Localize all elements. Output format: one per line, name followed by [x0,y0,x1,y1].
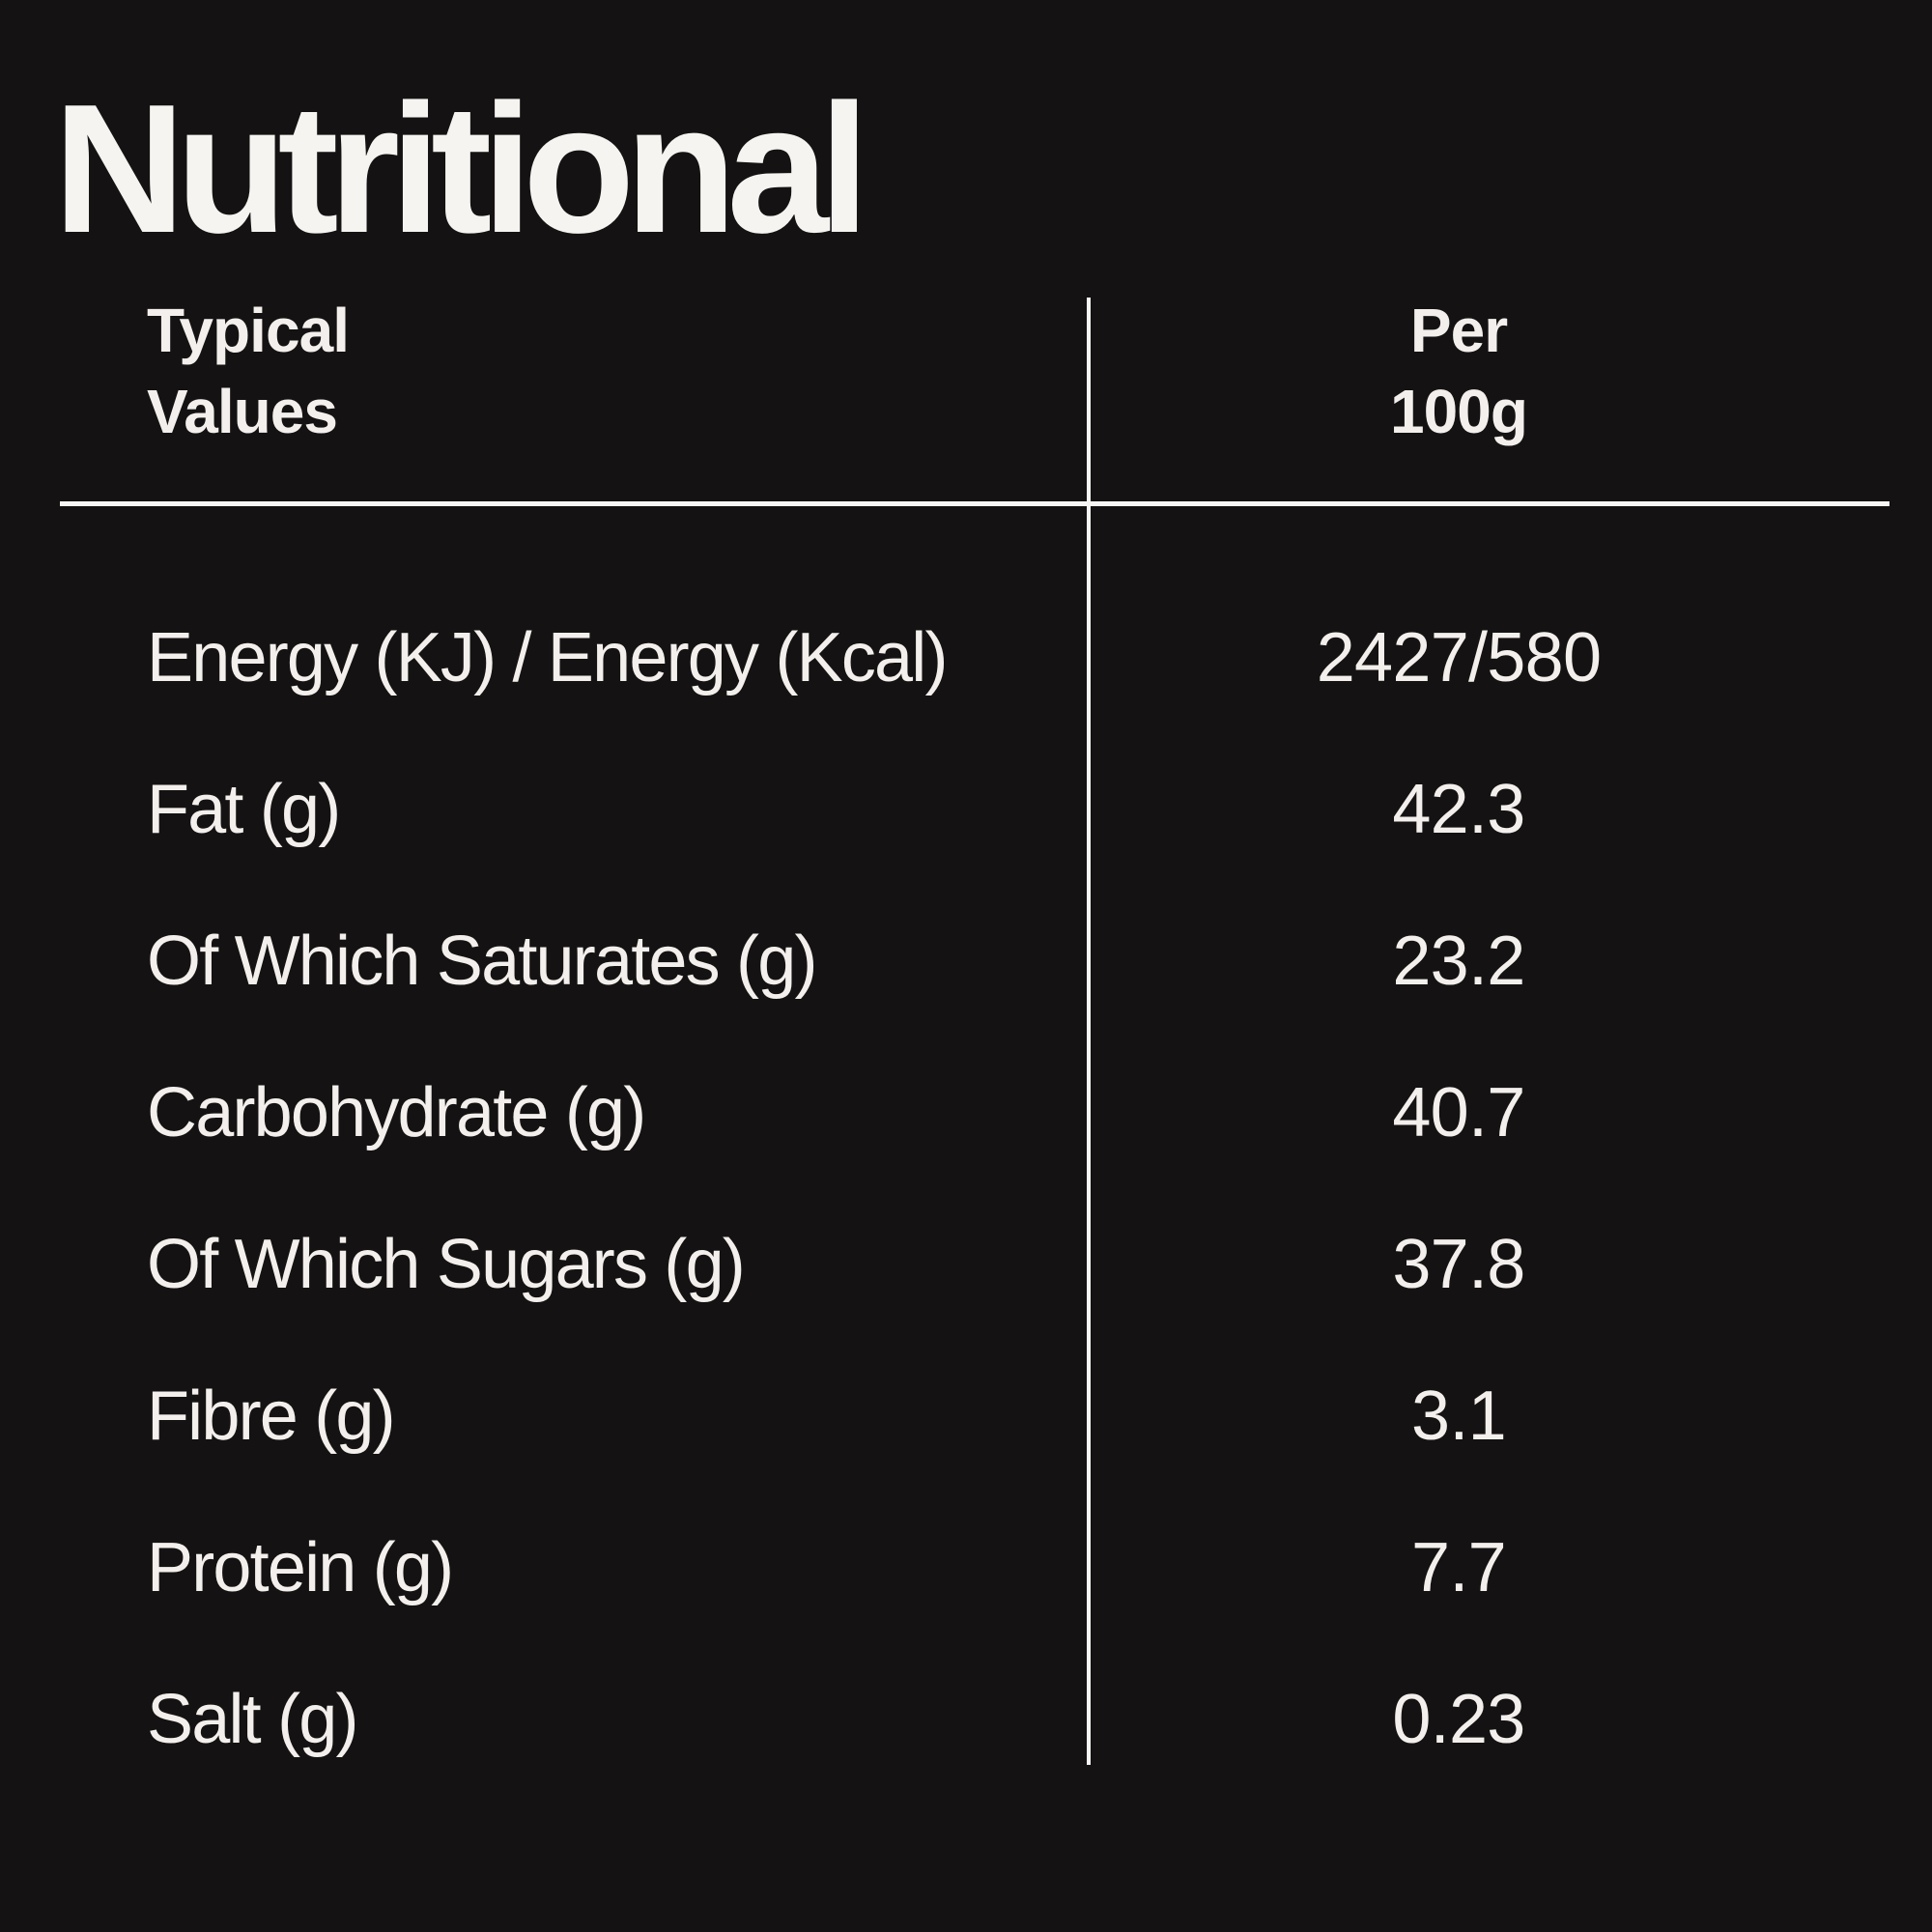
column-divider-line [1087,298,1091,1765]
row-value: 42.3 [1392,771,1525,848]
row-value: 23.2 [1392,923,1525,1000]
row-label: Fat (g) [147,771,341,848]
row-value: 0.23 [1392,1681,1525,1758]
header-divider-line [60,501,1889,506]
table-row: Fat (g) 42.3 [0,775,1932,926]
row-value: 40.7 [1392,1074,1525,1151]
row-label: Fibre (g) [147,1378,396,1455]
column-header-typical-values: Typical Values [147,296,350,446]
nutrition-table: Energy (KJ) / Energy (Kcal) 2427/580 Fat… [0,623,1932,1836]
table-row: Protein (g) 7.7 [0,1533,1932,1685]
row-label: Of Which Sugars (g) [147,1226,746,1303]
table-row: Salt (g) 0.23 [0,1685,1932,1836]
row-label: Of Which Saturates (g) [147,923,817,1000]
row-label: Carbohydrate (g) [147,1074,646,1151]
table-row: Of Which Saturates (g) 23.2 [0,926,1932,1078]
row-label: Salt (g) [147,1681,358,1758]
table-row: Carbohydrate (g) 40.7 [0,1078,1932,1230]
table-row: Of Which Sugars (g) 37.8 [0,1230,1932,1381]
page-title: Nutritional [53,67,869,271]
row-label: Energy (KJ) / Energy (Kcal) [147,619,948,696]
column-header-per-100g: Per 100g [1389,296,1528,446]
table-row: Energy (KJ) / Energy (Kcal) 2427/580 [0,623,1932,775]
row-value: 37.8 [1392,1226,1525,1303]
row-value: 3.1 [1411,1378,1507,1455]
row-value: 2427/580 [1316,619,1602,696]
table-row: Fibre (g) 3.1 [0,1381,1932,1533]
row-value: 7.7 [1411,1529,1507,1606]
row-label: Protein (g) [147,1529,454,1606]
